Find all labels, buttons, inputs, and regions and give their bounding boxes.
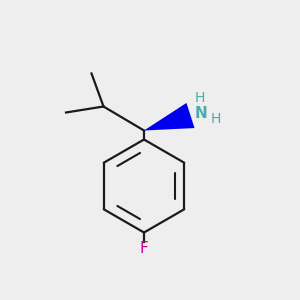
Text: H: H xyxy=(210,112,220,126)
Text: H: H xyxy=(194,92,205,105)
Text: F: F xyxy=(140,241,148,256)
Polygon shape xyxy=(144,103,195,130)
Text: N: N xyxy=(195,106,207,122)
